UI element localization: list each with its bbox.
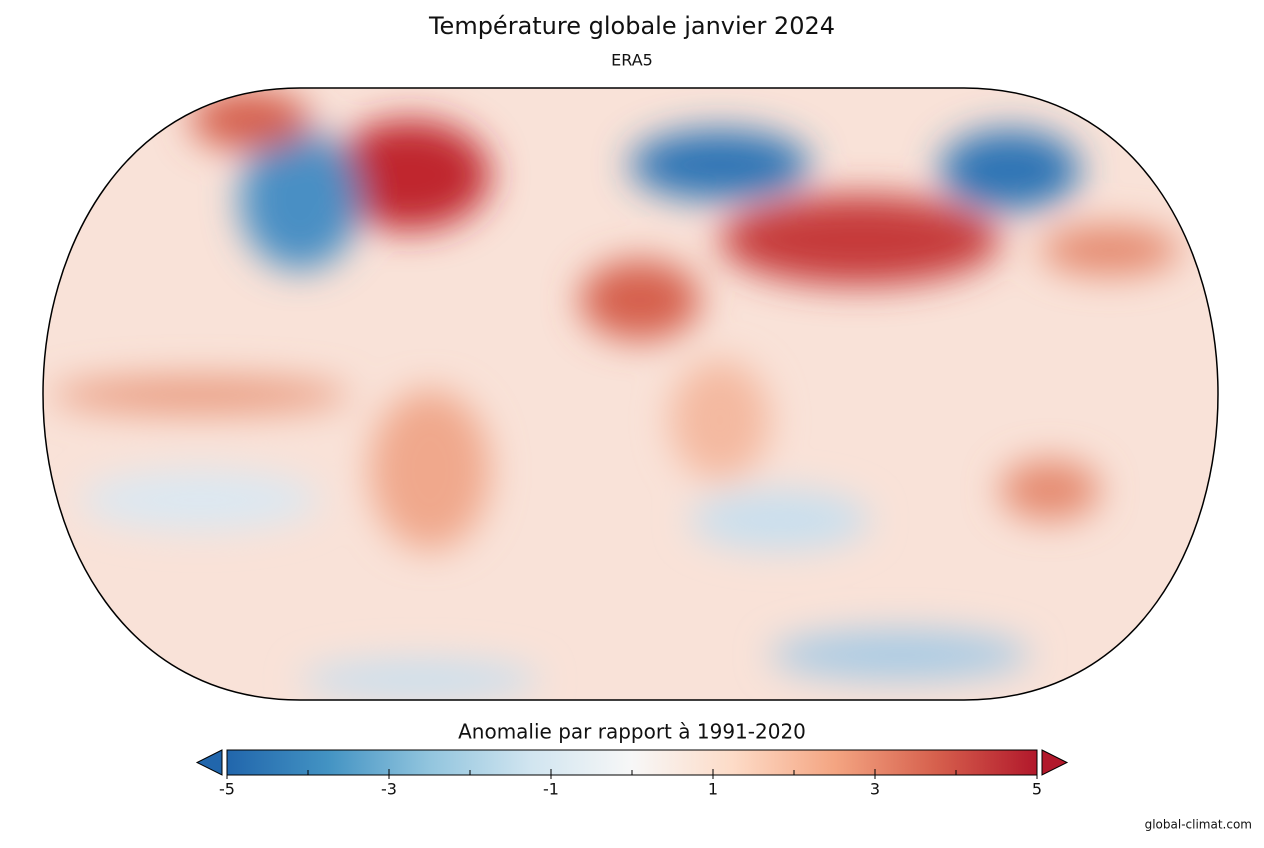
title: Température globale janvier 2024 — [428, 12, 835, 40]
colorbar-tick-label: 5 — [1032, 780, 1042, 799]
colorbar-tick-label: -1 — [543, 780, 559, 799]
colorbar-tick-label: 3 — [870, 780, 880, 799]
colorbar-extend-low — [195, 749, 223, 776]
colorbar-tick-label: 1 — [708, 780, 718, 799]
colorbar: -5 -3 -1 1 3 5 — [195, 749, 1069, 799]
subtitle: ERA5 — [611, 51, 653, 70]
colorbar-label: Anomalie par rapport à 1991-2020 — [458, 720, 806, 744]
map — [43, 88, 1218, 700]
colorbar-extend-high — [1041, 749, 1069, 776]
anomaly-field — [50, 90, 1180, 700]
credit: global-climat.com — [1145, 818, 1252, 832]
colorbar-tick-label: -5 — [219, 780, 235, 799]
colorbar-tick-label: -3 — [381, 780, 397, 799]
